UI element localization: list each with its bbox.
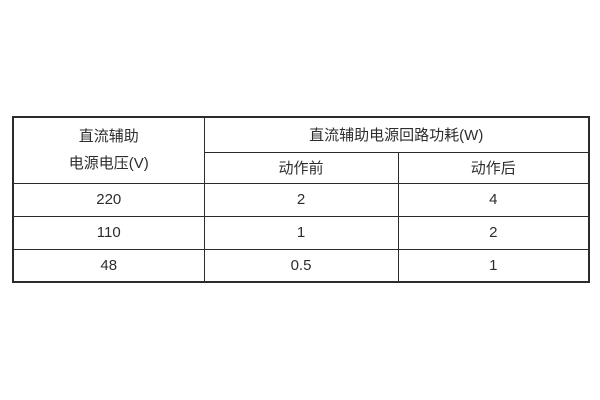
after-value-cell: 1 (397, 248, 590, 283)
after-value-cell: 2 (397, 215, 590, 250)
voltage-cell: 110 (12, 215, 205, 250)
table-row: 48 0.5 1 (12, 248, 590, 283)
header-voltage-line2: 电源电压(V) (68, 155, 149, 173)
voltage-cell: 48 (12, 248, 205, 283)
after-value-cell: 4 (397, 182, 590, 217)
power-consumption-table: 直流辅助 电源电压(V) 直流辅助电源回路功耗(W) 动作前 动作后 220 2… (12, 116, 590, 283)
header-voltage-cell: 直流辅助 电源电压(V) (12, 116, 205, 184)
table-row: 110 1 2 (12, 215, 590, 250)
header-after-cell: 动作后 (397, 151, 590, 184)
header-row-group: 直流辅助 电源电压(V) 直流辅助电源回路功耗(W) (12, 116, 590, 184)
before-value-cell: 1 (203, 215, 399, 250)
before-value-cell: 0.5 (203, 248, 399, 283)
header-consumption-cell: 直流辅助电源回路功耗(W) (203, 116, 590, 153)
header-before-cell: 动作前 (203, 151, 399, 184)
header-row-sub: 动作前 动作后 (13, 151, 590, 184)
header-voltage-line1: 直流辅助 (78, 128, 139, 146)
before-value-cell: 2 (203, 182, 399, 217)
voltage-cell: 220 (12, 182, 205, 217)
table-row: 220 2 4 (12, 182, 590, 217)
